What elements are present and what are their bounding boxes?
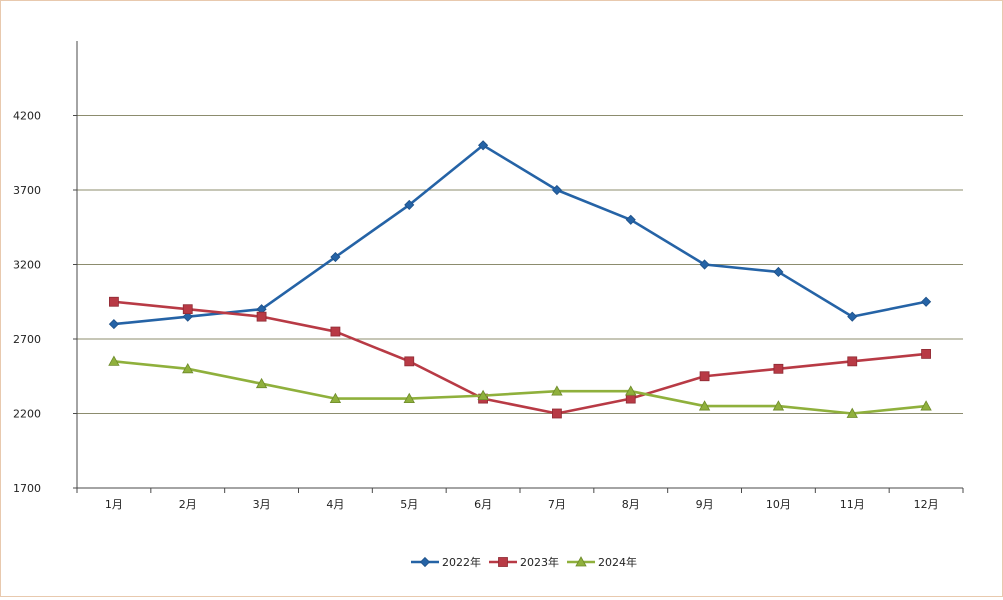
data-point: [404, 199, 415, 210]
data-point: [182, 311, 193, 322]
data-point: [773, 363, 784, 374]
x-tick-label: 8月: [622, 498, 640, 511]
x-tick-label: 2月: [179, 498, 197, 511]
legend-item: 2024年: [567, 555, 637, 569]
x-tick-label: 10月: [766, 498, 791, 511]
legend-label: 2023年: [520, 555, 559, 569]
data-point: [182, 362, 194, 374]
data-point: [329, 392, 342, 404]
axis-layer: 1700 2200 2700 3200 3700 4200 1月 2月 3月 4月 5月 6月 7月 8月…: [13, 41, 964, 511]
series-2023年: [109, 296, 931, 419]
y-tick-label: 4200: [13, 110, 41, 123]
legend-label: 2024年: [598, 555, 637, 569]
data-point: [847, 356, 858, 367]
data-point: [551, 184, 562, 196]
x-tick-label: 4月: [326, 498, 344, 511]
data-point: [921, 296, 932, 307]
legend: 2022年 2023年 2024年: [411, 555, 637, 569]
series-line: [113, 360, 927, 415]
series-line: [113, 300, 927, 415]
data-point: [698, 400, 711, 411]
data-point: [403, 392, 415, 404]
x-tick-label: 3月: [253, 498, 271, 511]
series-2024年: [108, 355, 932, 418]
data-point: [330, 326, 341, 337]
y-tick-label: 3200: [13, 259, 41, 272]
data-point: [699, 259, 710, 270]
data-point: [920, 400, 932, 411]
x-tick-label: 5月: [400, 498, 418, 511]
legend-item: 2023年: [489, 555, 559, 569]
data-point: [625, 214, 636, 225]
series-line: [113, 144, 927, 326]
y-tick-label: 3700: [13, 184, 41, 197]
data-point: [625, 385, 637, 396]
data-point: [108, 355, 120, 366]
series-2022年: [108, 140, 932, 330]
data-point: [921, 348, 931, 359]
data-point: [846, 407, 858, 418]
x-tick-label: 6月: [474, 498, 492, 511]
data-point: [255, 377, 268, 389]
x-tick-label: 1月: [105, 498, 123, 511]
series-layer: [108, 140, 932, 419]
data-point: [847, 311, 858, 322]
legend-label: 2022年: [442, 555, 481, 569]
legend-marker: [498, 557, 508, 567]
y-tick-label: 1700: [13, 482, 41, 495]
data-point: [477, 389, 489, 401]
y-tick-label: 2700: [13, 333, 41, 346]
data-point: [330, 251, 341, 263]
data-point: [772, 400, 785, 411]
data-point: [478, 140, 489, 151]
legend-marker: [575, 556, 587, 567]
data-point: [182, 304, 193, 315]
data-point: [552, 408, 562, 419]
legend-marker: [419, 556, 431, 568]
data-point: [773, 266, 784, 278]
y-tick-label: 2200: [13, 408, 41, 421]
data-point: [404, 356, 415, 367]
x-tick-label: 12月: [914, 498, 939, 511]
grid-layer: [77, 115, 963, 414]
data-point: [551, 385, 563, 396]
data-point: [108, 319, 119, 330]
x-tick-label: 11月: [840, 498, 865, 511]
x-tick-label: 7月: [548, 498, 566, 511]
data-point: [256, 311, 267, 322]
data-point: [109, 296, 119, 307]
data-point: [699, 371, 710, 382]
x-tick-label: 9月: [696, 498, 714, 511]
legend-item: 2022年: [411, 555, 481, 569]
